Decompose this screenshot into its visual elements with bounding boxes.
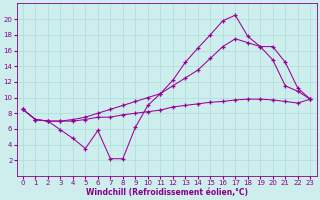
X-axis label: Windchill (Refroidissement éolien,°C): Windchill (Refroidissement éolien,°C) — [85, 188, 248, 197]
